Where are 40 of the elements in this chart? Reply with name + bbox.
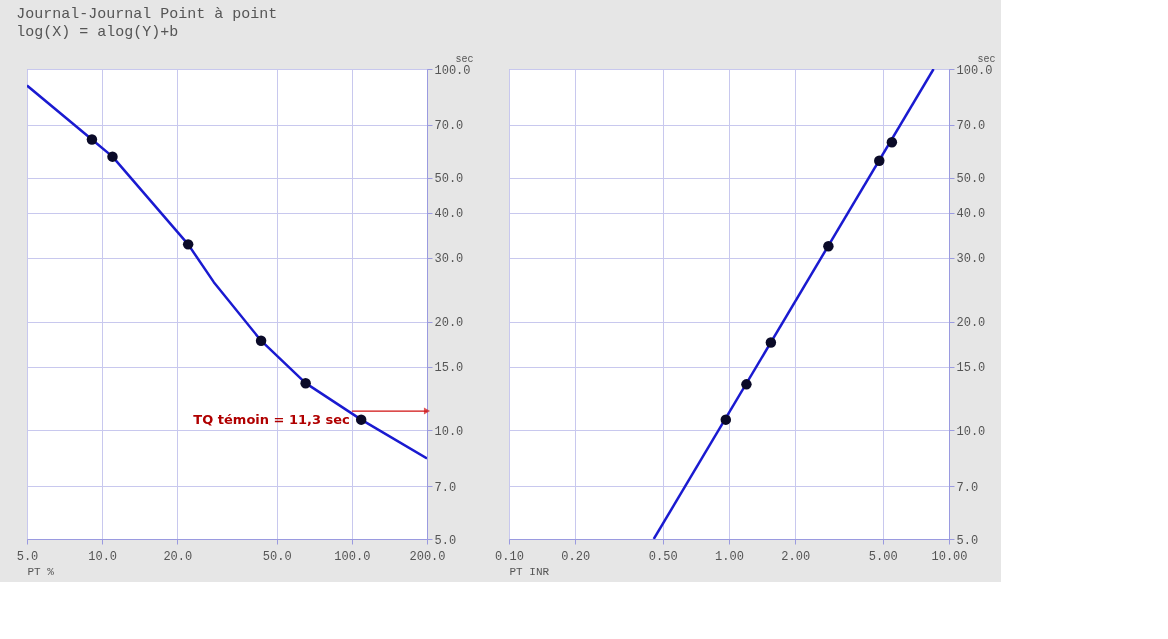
y-tick-label: 70.0 (434, 119, 464, 134)
x-tick-label: 100.0 (334, 549, 371, 564)
y-tick-label: 15.0 (434, 361, 464, 376)
y-tick-label: 5.0 (956, 533, 979, 548)
annotation: TQ témoin = 11,3 sec (193, 412, 350, 428)
y-tick-label: 40.0 (434, 207, 464, 222)
y-tick-label: 15.0 (956, 361, 986, 376)
y-tick-label: 5.0 (434, 533, 457, 548)
y-axis-title: sec (455, 53, 474, 65)
x-axis-title: PT % (27, 565, 55, 578)
y-tick-label: 70.0 (956, 119, 986, 134)
x-tick-label: 20.0 (163, 549, 193, 564)
x-axis-title: PT INR (509, 565, 550, 578)
y-tick-label: 50.0 (956, 172, 986, 187)
y-tick-label: 30.0 (434, 252, 464, 267)
y-tick-label: 100.0 (956, 63, 993, 78)
y-tick-label: 20.0 (956, 316, 986, 330)
x-tick-label: 1.00 (715, 549, 744, 564)
y-axis-title: sec (977, 53, 996, 65)
y-tick-label: 10.0 (956, 424, 986, 439)
chart-subtitle: log(X) = alog(Y)+b (16, 24, 179, 41)
y-tick-label: 7.0 (434, 480, 457, 495)
chart-title: Journal-Journal Point à point (16, 6, 278, 23)
y-tick-label: 30.0 (956, 252, 986, 267)
x-tick-label: 2.00 (781, 549, 811, 564)
x-tick-label: 5.00 (868, 549, 898, 564)
x-tick-label: 10.0 (88, 549, 118, 564)
x-tick-label: 0.50 (648, 549, 678, 564)
x-tick-label: 0.20 (561, 549, 591, 564)
y-tick-label: 20.0 (434, 316, 464, 330)
x-tick-label: 10.00 (931, 549, 968, 564)
y-tick-label: 40.0 (956, 207, 986, 222)
y-tick-label: 7.0 (956, 480, 979, 495)
x-tick-label: 50.0 (262, 549, 292, 564)
x-tick-label: 0.10 (495, 549, 524, 564)
y-tick-label: 50.0 (434, 172, 464, 187)
y-tick-label: 10.0 (434, 424, 464, 439)
y-tick-label: 100.0 (434, 63, 471, 78)
x-tick-label: 5.0 (16, 549, 39, 564)
x-tick-label: 200.0 (409, 549, 446, 564)
